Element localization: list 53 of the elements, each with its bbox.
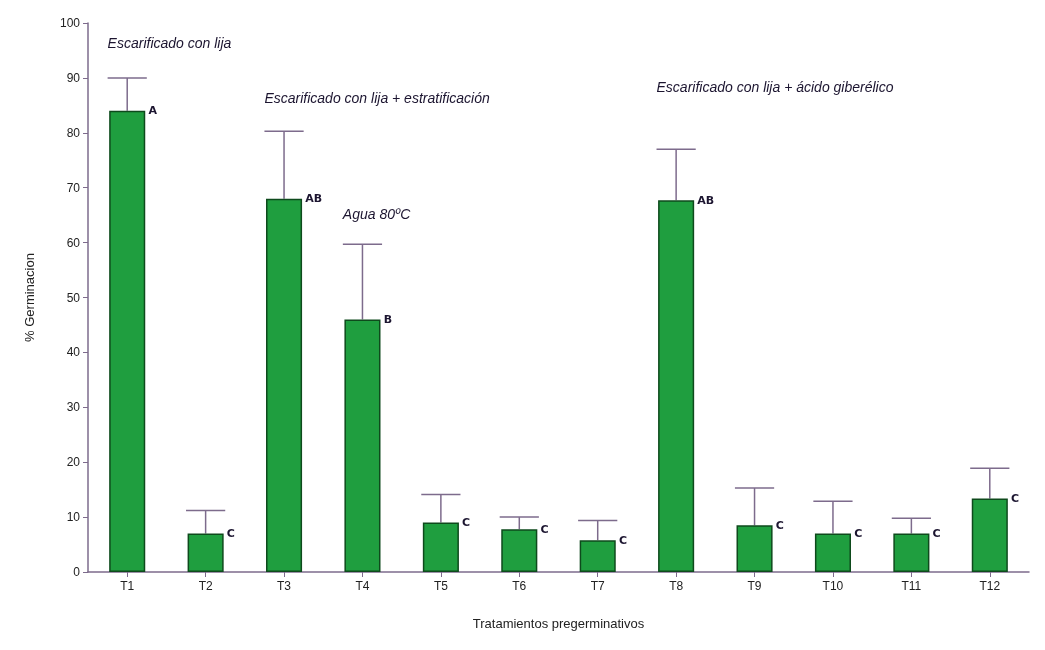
annotation: AB (697, 193, 715, 207)
annotation: Escarificado con lija + estratificación (264, 90, 490, 107)
annotation: C (1010, 491, 1020, 505)
x-tick-label: T6 (512, 579, 527, 593)
x-tick-label: T7 (590, 579, 606, 593)
x-tick-label: T10 (822, 579, 844, 593)
annotation: A (148, 104, 158, 118)
bar (501, 529, 538, 572)
x-tick-label: T12 (979, 579, 1001, 593)
y-tick-label: 50 (66, 290, 81, 305)
x-tick-label: T1 (120, 579, 135, 593)
annotation: C (618, 533, 627, 547)
bar (736, 525, 773, 572)
x-axis-title: Tratamientos pregerminativos (472, 616, 645, 631)
y-tick-label: 0 (73, 565, 81, 579)
bar (187, 533, 224, 572)
bar (893, 533, 930, 572)
annotation: C (462, 516, 471, 530)
annotation: AB (305, 192, 323, 206)
bar (344, 319, 381, 572)
bar (814, 533, 851, 572)
x-tick-label: T4 (355, 579, 370, 593)
annotation: C (854, 527, 863, 541)
annotation: C (932, 527, 941, 541)
x-tick-label: T8 (669, 579, 684, 593)
y-tick-label: 10 (66, 510, 81, 525)
annotation: C (775, 518, 784, 532)
y-tick-label: 100 (59, 16, 81, 30)
annotation: Escarificado con lija + ácido giberélico (656, 79, 894, 96)
y-tick-label: 20 (66, 455, 81, 470)
y-tick-label: 30 (66, 400, 81, 415)
annotation: B (383, 312, 393, 326)
annotation: C (540, 522, 549, 536)
bar (658, 200, 695, 572)
x-tick-label: T5 (433, 579, 449, 593)
y-tick-label: 80 (66, 125, 81, 140)
bar (422, 522, 459, 572)
bar (109, 110, 146, 572)
x-tick-label: T3 (277, 579, 292, 593)
x-tick-label: T9 (747, 579, 762, 593)
y-tick-label: 60 (66, 235, 81, 250)
annotation: Escarificado con lija (107, 35, 232, 52)
annotation: C (226, 527, 235, 541)
y-tick-label: 40 (66, 345, 81, 360)
bar (266, 198, 303, 572)
y-tick-label: 70 (66, 180, 81, 195)
y-axis-title: % Germinacion (22, 253, 37, 342)
y-tick-label: 90 (66, 70, 81, 85)
x-tick-label: T2 (198, 579, 213, 593)
bar (971, 498, 1008, 572)
x-tick-label: T11 (901, 579, 922, 593)
annotation: Agua 80ºC (341, 205, 412, 222)
bar (579, 540, 616, 572)
